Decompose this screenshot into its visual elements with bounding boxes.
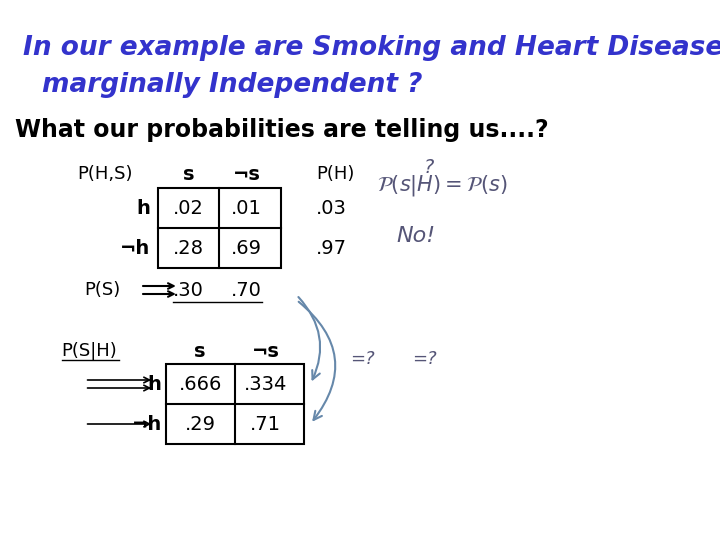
Text: .70: .70	[231, 280, 262, 300]
Text: ¬h: ¬h	[120, 239, 150, 258]
FancyArrowPatch shape	[299, 302, 336, 420]
Text: P(S|H): P(S|H)	[62, 342, 117, 360]
Text: .02: .02	[174, 199, 204, 218]
Text: .28: .28	[174, 239, 204, 258]
Text: ?: ?	[423, 158, 434, 177]
Text: =?: =?	[351, 350, 375, 368]
Text: s: s	[183, 165, 194, 184]
Text: No!: No!	[397, 226, 436, 246]
Text: P(S): P(S)	[85, 281, 121, 299]
Text: =?: =?	[412, 350, 436, 368]
Text: .01: .01	[231, 199, 262, 218]
Text: h: h	[136, 199, 150, 218]
Text: h: h	[148, 375, 162, 394]
Text: ¬s: ¬s	[233, 165, 261, 184]
FancyArrowPatch shape	[298, 297, 320, 380]
Text: In our example are Smoking and Heart Disease: In our example are Smoking and Heart Dis…	[23, 35, 720, 61]
Text: $\mathcal{P}(s|H)=\mathcal{P}(s)$: $\mathcal{P}(s|H)=\mathcal{P}(s)$	[377, 173, 508, 198]
Text: .03: .03	[316, 199, 346, 218]
Text: ¬s: ¬s	[252, 342, 279, 361]
Bar	[166, 364, 305, 444]
Text: .334: .334	[244, 375, 287, 394]
Bar	[158, 188, 281, 268]
Text: P(H): P(H)	[316, 165, 354, 183]
Text: marginally Independent ?: marginally Independent ?	[42, 72, 423, 98]
Text: .29: .29	[185, 415, 216, 434]
Text: s: s	[194, 342, 206, 361]
Text: .30: .30	[174, 280, 204, 300]
Text: ¬h: ¬h	[132, 415, 162, 434]
Text: .69: .69	[231, 239, 262, 258]
Text: P(H,S): P(H,S)	[77, 165, 132, 183]
Text: .71: .71	[250, 415, 282, 434]
Text: What our probabilities are telling us....?: What our probabilities are telling us...…	[15, 118, 549, 142]
Text: .666: .666	[179, 375, 222, 394]
Text: .97: .97	[316, 239, 347, 258]
